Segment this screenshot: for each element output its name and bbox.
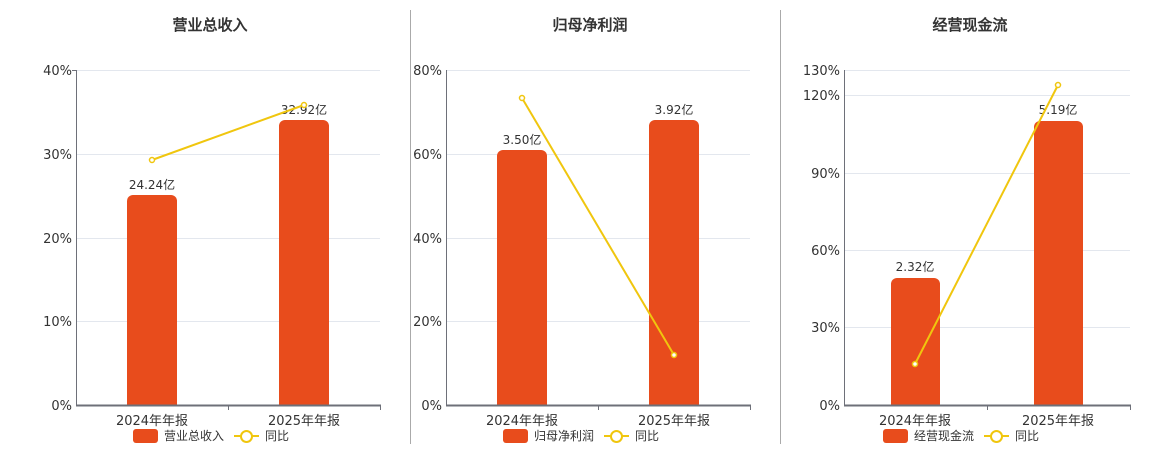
legend-bar-swatch bbox=[883, 428, 908, 443]
yoy-point bbox=[911, 360, 919, 368]
bar-2025 bbox=[649, 120, 699, 405]
yoy-point bbox=[1054, 81, 1062, 89]
panel-divider bbox=[780, 10, 781, 444]
legend-line-label[interactable]: 同比 bbox=[635, 429, 660, 443]
bar-label: 3.50亿 bbox=[503, 132, 542, 147]
chart-plot: 80% 60% 40% 20% 0% 3.50亿 3.92亿 2024年年报 2… bbox=[413, 64, 751, 429]
y-tick: 0% bbox=[819, 399, 840, 414]
x-tick: 2025年年报 bbox=[1022, 414, 1094, 429]
y-tick: 20% bbox=[43, 232, 72, 247]
legend-bar-swatch bbox=[133, 428, 158, 443]
y-tick: 90% bbox=[811, 167, 840, 182]
legend-bar-swatch bbox=[503, 428, 528, 443]
y-tick: 40% bbox=[43, 64, 72, 79]
legend-bar-label[interactable]: 营业总收入 bbox=[164, 429, 225, 443]
legend[interactable]: 营业总收入 同比 bbox=[133, 427, 289, 444]
y-tick: 0% bbox=[51, 399, 72, 414]
legend-line-swatch bbox=[604, 429, 630, 443]
bar-label: 2.32亿 bbox=[896, 259, 935, 274]
y-tick: 0% bbox=[421, 399, 442, 414]
legend[interactable]: 经营现金流 同比 bbox=[883, 427, 1039, 444]
yoy-point bbox=[148, 156, 156, 164]
bar-label: 32.92亿 bbox=[281, 102, 327, 117]
y-tick: 30% bbox=[43, 148, 72, 163]
yoy-line bbox=[521, 97, 675, 356]
bar-label: 24.24亿 bbox=[129, 177, 175, 192]
y-tick: 40% bbox=[413, 232, 442, 247]
y-tick: 120% bbox=[803, 89, 840, 104]
y-tick: 20% bbox=[413, 315, 442, 330]
chart-title: 归母净利润 bbox=[552, 16, 628, 34]
y-tick: 60% bbox=[811, 244, 840, 259]
chart-title: 营业总收入 bbox=[172, 16, 248, 34]
panel-divider bbox=[410, 10, 411, 444]
legend-line-label[interactable]: 同比 bbox=[265, 429, 290, 443]
y-tick: 60% bbox=[413, 148, 442, 163]
chart-panel-net-profit: 归母净利润 80% 60% 40% 20% 0% 3.50亿 3.92亿 202… bbox=[400, 0, 780, 450]
y-tick: 10% bbox=[43, 315, 72, 330]
legend-line-swatch bbox=[984, 429, 1010, 443]
x-tick: 2024年年报 bbox=[879, 414, 951, 429]
yoy-point bbox=[300, 101, 308, 109]
bar-label: 3.92亿 bbox=[655, 102, 694, 117]
yoy-point bbox=[518, 94, 526, 102]
legend-line-swatch bbox=[234, 429, 260, 443]
chart-plot: 130% 120% 90% 60% 30% 0% 2.32亿 5.19亿 202… bbox=[803, 64, 1131, 429]
y-tick: 80% bbox=[413, 64, 442, 79]
y-tick: 30% bbox=[811, 321, 840, 336]
yoy-line bbox=[914, 84, 1059, 365]
chart-plot: 40% 30% 20% 10% 0% 24.24亿 32.92亿 2024年年报… bbox=[43, 64, 381, 429]
bar-2024 bbox=[497, 150, 547, 405]
chart-panel-revenue: 营业总收入 40% 30% 20% 10% 0% 24.24亿 32.92亿 2… bbox=[0, 0, 400, 450]
x-tick: 2025年年报 bbox=[638, 414, 710, 429]
legend-bar-label[interactable]: 经营现金流 bbox=[914, 429, 975, 443]
chart-title: 经营现金流 bbox=[932, 16, 1008, 34]
y-tick: 130% bbox=[803, 64, 840, 79]
legend-bar-label[interactable]: 归母净利润 bbox=[534, 429, 595, 443]
gridlines bbox=[77, 70, 380, 322]
x-tick: 2025年年报 bbox=[268, 414, 340, 429]
x-tick: 2024年年报 bbox=[486, 414, 558, 429]
legend-line-label[interactable]: 同比 bbox=[1015, 429, 1040, 443]
x-tick: 2024年年报 bbox=[116, 414, 188, 429]
chart-panel-operating-cashflow: 经营现金流 130% 120% 90% 60% 30% 0% 2.32亿 5.1… bbox=[780, 0, 1160, 450]
bar-2025 bbox=[1034, 121, 1083, 405]
bar-2024 bbox=[127, 195, 177, 405]
bar-2025 bbox=[279, 120, 329, 405]
legend[interactable]: 归母净利润 同比 bbox=[503, 427, 659, 444]
yoy-line bbox=[151, 104, 305, 161]
bar-2024 bbox=[891, 278, 940, 405]
yoy-point bbox=[670, 351, 678, 359]
